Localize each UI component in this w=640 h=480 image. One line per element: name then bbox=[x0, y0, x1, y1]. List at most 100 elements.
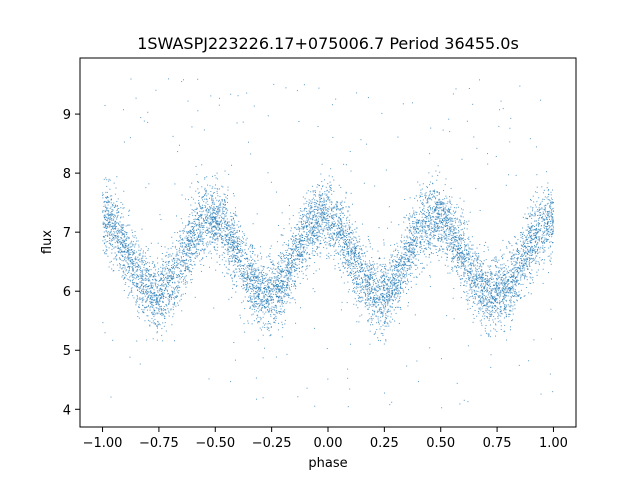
data-point bbox=[491, 273, 493, 275]
data-point bbox=[208, 222, 210, 224]
data-point bbox=[368, 293, 370, 295]
data-point bbox=[431, 175, 433, 177]
data-point bbox=[445, 237, 447, 239]
data-point bbox=[114, 246, 116, 248]
data-point bbox=[278, 299, 280, 301]
data-point bbox=[112, 218, 114, 220]
data-point bbox=[177, 292, 179, 294]
data-point bbox=[418, 254, 420, 256]
data-point bbox=[192, 243, 194, 245]
data-point bbox=[176, 232, 178, 234]
data-point bbox=[506, 290, 508, 292]
data-point bbox=[395, 265, 397, 267]
data-point bbox=[292, 245, 294, 247]
data-point bbox=[138, 264, 140, 266]
data-point bbox=[298, 263, 300, 265]
data-point bbox=[135, 285, 137, 287]
data-point bbox=[198, 249, 200, 251]
data-point bbox=[447, 249, 449, 251]
data-point bbox=[203, 252, 205, 254]
data-point bbox=[356, 282, 358, 284]
data-point bbox=[442, 203, 444, 205]
data-point bbox=[143, 309, 145, 311]
data-point bbox=[286, 264, 288, 266]
data-point bbox=[325, 241, 327, 243]
data-point bbox=[283, 290, 285, 292]
data-point bbox=[179, 242, 181, 244]
data-point bbox=[550, 257, 552, 259]
data-point bbox=[367, 265, 369, 267]
data-point bbox=[173, 313, 175, 315]
data-point bbox=[369, 262, 371, 264]
data-point bbox=[259, 252, 261, 254]
data-point bbox=[398, 258, 400, 260]
data-point bbox=[467, 308, 469, 310]
data-point bbox=[487, 306, 489, 308]
data-point bbox=[428, 234, 430, 236]
data-point bbox=[132, 278, 134, 280]
data-point bbox=[407, 258, 409, 260]
data-point bbox=[230, 244, 232, 246]
data-point bbox=[541, 221, 543, 223]
data-point bbox=[322, 214, 324, 216]
data-point bbox=[173, 274, 175, 276]
data-point bbox=[145, 268, 147, 270]
data-point bbox=[516, 248, 518, 250]
data-point bbox=[372, 313, 374, 315]
data-point bbox=[526, 229, 528, 231]
data-point bbox=[241, 302, 243, 304]
data-point bbox=[424, 226, 426, 228]
data-point bbox=[289, 270, 291, 272]
data-point bbox=[503, 267, 505, 269]
data-point bbox=[396, 270, 398, 272]
data-point bbox=[406, 254, 408, 256]
data-point bbox=[249, 307, 251, 309]
data-point bbox=[516, 247, 518, 249]
data-point bbox=[480, 322, 482, 324]
data-point bbox=[145, 301, 146, 303]
data-point bbox=[110, 206, 112, 208]
data-point bbox=[344, 246, 346, 248]
data-point bbox=[491, 297, 493, 299]
data-point bbox=[440, 245, 442, 247]
data-point bbox=[276, 287, 278, 289]
data-point bbox=[417, 228, 419, 230]
data-point bbox=[382, 296, 384, 298]
data-point bbox=[166, 285, 168, 287]
data-point bbox=[203, 244, 205, 246]
data-point bbox=[408, 217, 410, 219]
data-point bbox=[298, 229, 300, 231]
data-point bbox=[411, 216, 413, 218]
data-point bbox=[234, 256, 236, 258]
data-point bbox=[460, 267, 462, 269]
data-point bbox=[358, 271, 360, 273]
data-point bbox=[440, 204, 442, 206]
data-point bbox=[291, 235, 293, 237]
data-point bbox=[300, 210, 302, 212]
data-point bbox=[517, 274, 519, 276]
data-point bbox=[218, 229, 220, 231]
data-point bbox=[446, 236, 448, 238]
data-point bbox=[548, 247, 550, 249]
data-point bbox=[104, 225, 106, 227]
data-point bbox=[500, 311, 502, 313]
data-point bbox=[128, 279, 130, 281]
data-point bbox=[167, 276, 169, 278]
data-point bbox=[354, 282, 356, 284]
data-point bbox=[551, 212, 553, 214]
data-point bbox=[316, 232, 318, 234]
data-point bbox=[294, 266, 296, 268]
data-point bbox=[535, 234, 537, 236]
data-point bbox=[332, 222, 334, 224]
data-point bbox=[291, 283, 293, 285]
data-point bbox=[507, 287, 509, 289]
data-point bbox=[331, 227, 333, 229]
data-point bbox=[474, 283, 476, 285]
data-point bbox=[316, 213, 318, 215]
data-point bbox=[463, 291, 465, 293]
data-point bbox=[454, 265, 456, 267]
data-point bbox=[230, 218, 232, 220]
data-point bbox=[148, 262, 150, 264]
data-point bbox=[135, 286, 137, 288]
data-point bbox=[221, 238, 223, 240]
